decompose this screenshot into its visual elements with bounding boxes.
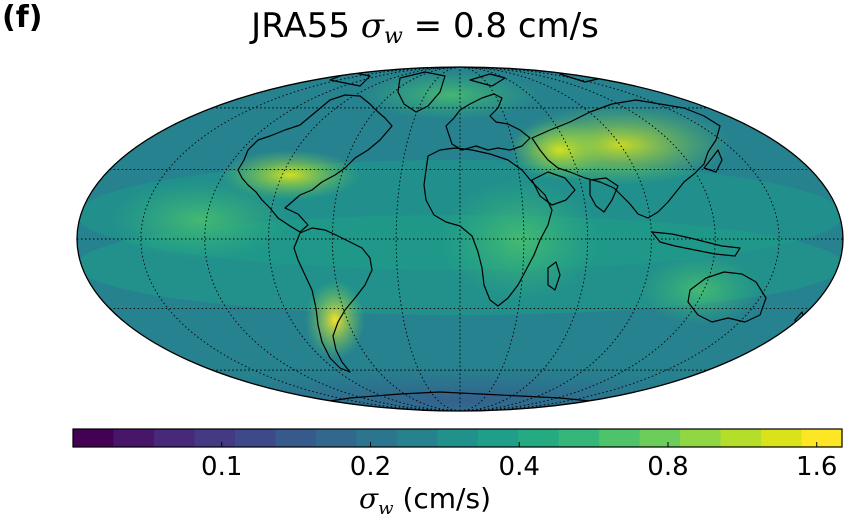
meridian-line bbox=[459, 66, 780, 412]
chart-title: JRA55 σw = 0.8 cm/s bbox=[0, 6, 850, 49]
meridian-line bbox=[204, 66, 461, 412]
colorbar-segment bbox=[518, 429, 560, 447]
meridian-line bbox=[268, 66, 461, 412]
colorbar-segment bbox=[113, 429, 155, 447]
coast-north-america bbox=[237, 94, 393, 233]
colorbar-label-symbol: σ bbox=[359, 482, 379, 515]
meridian-line bbox=[459, 66, 589, 412]
title-subscript: w bbox=[384, 24, 403, 49]
coast-africa bbox=[423, 147, 553, 307]
title-prefix: JRA55 bbox=[251, 6, 361, 46]
colorbar-tick-label: 0.4 bbox=[498, 452, 540, 482]
title-symbol: σ bbox=[360, 6, 384, 46]
colorbar-segment bbox=[680, 429, 722, 447]
coast-japan bbox=[703, 149, 723, 173]
colorbar-segment bbox=[73, 429, 115, 447]
colorbar-segment bbox=[639, 429, 681, 447]
colorbar-label-subscript: w bbox=[378, 498, 394, 519]
colorbar-label: σw (cm/s) bbox=[0, 482, 850, 519]
coast-madagascar bbox=[547, 261, 561, 291]
coast-greenland bbox=[397, 71, 446, 113]
meridian-line bbox=[459, 66, 652, 412]
colorbar-segment bbox=[315, 429, 357, 447]
coast-indonesia bbox=[651, 231, 741, 257]
meridian-line bbox=[140, 66, 461, 412]
graticule bbox=[77, 66, 843, 412]
panel-label: (f) bbox=[2, 0, 43, 35]
colorbar-segment bbox=[720, 429, 762, 447]
meridian-line bbox=[459, 66, 525, 412]
colorbar-segment bbox=[437, 429, 479, 447]
meridian-line bbox=[331, 66, 461, 412]
colorbar-segment bbox=[356, 429, 398, 447]
colorbar-segment bbox=[558, 429, 600, 447]
colorbar-segment bbox=[396, 429, 438, 447]
colorbar-segment bbox=[477, 429, 519, 447]
colorbar-segment bbox=[801, 429, 843, 447]
colorbar-segment bbox=[234, 429, 276, 447]
coast-europe bbox=[445, 93, 531, 151]
colorbar-label-unit: (cm/s) bbox=[393, 482, 491, 515]
colorbar-ticks bbox=[221, 442, 818, 447]
colorbar-segment bbox=[275, 429, 317, 447]
colorbar-tick-label: 0.1 bbox=[201, 452, 243, 482]
coast-asia bbox=[531, 99, 721, 219]
coast-arabia bbox=[531, 171, 576, 206]
meridian-line bbox=[395, 66, 461, 412]
coast-india bbox=[589, 177, 619, 213]
colorbar-segment bbox=[153, 429, 196, 447]
map-boundary bbox=[76, 66, 844, 412]
colorbar-segment bbox=[599, 429, 641, 447]
colorbar-segment bbox=[761, 429, 803, 447]
colorbar-frame bbox=[72, 428, 843, 448]
coast-australia bbox=[687, 271, 767, 323]
colorbar-tick-label: 0.2 bbox=[349, 452, 392, 482]
colorbar bbox=[73, 429, 843, 447]
colorbar-tick-label: 0.8 bbox=[647, 452, 689, 482]
title-suffix: = 0.8 cm/s bbox=[402, 6, 599, 46]
meridian-line bbox=[459, 66, 716, 412]
coast-south-america bbox=[293, 227, 373, 373]
colorbar-tick-label: 1.6 bbox=[796, 452, 838, 482]
colorbar-segment bbox=[194, 429, 236, 447]
